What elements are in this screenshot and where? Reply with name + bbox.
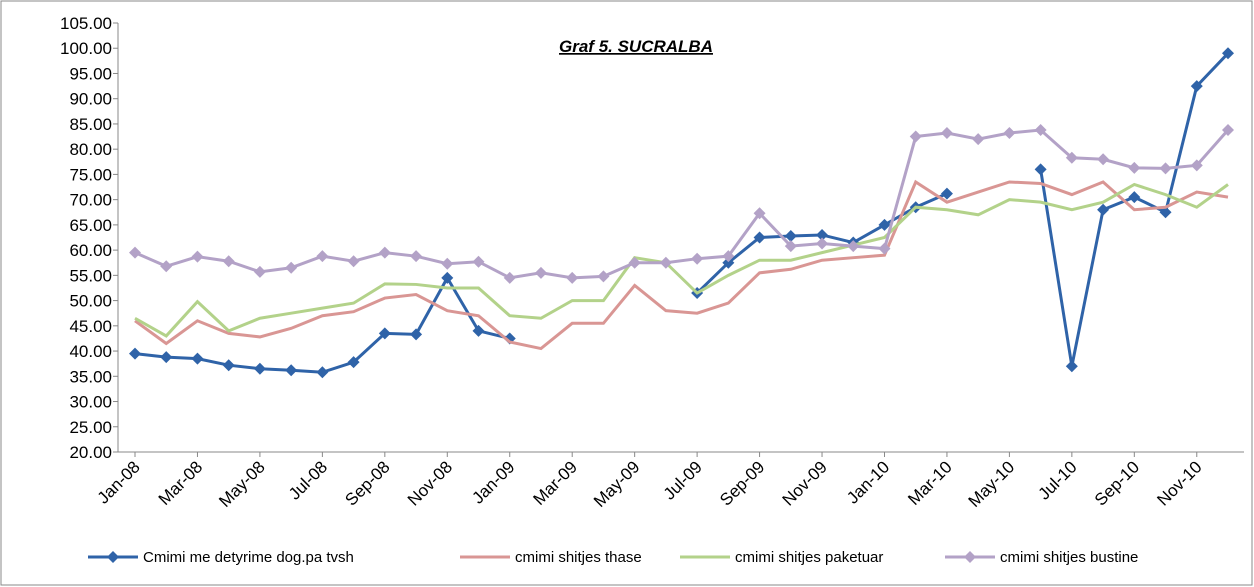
- y-tick-label: 35.00: [69, 367, 112, 386]
- data-marker: [878, 242, 891, 255]
- data-marker: [878, 218, 891, 231]
- data-marker: [316, 366, 329, 379]
- data-marker: [1128, 191, 1141, 204]
- y-tick-label: 45.00: [69, 317, 112, 336]
- data-marker: [847, 240, 860, 253]
- data-marker: [784, 240, 797, 253]
- data-marker: [753, 207, 766, 220]
- data-marker: [909, 130, 922, 143]
- data-marker: [1034, 163, 1047, 176]
- data-marker: [410, 250, 423, 263]
- legend-marker: [964, 551, 976, 563]
- chart-title: Graf 5. SUCRALBA: [559, 37, 713, 56]
- data-marker: [503, 271, 516, 284]
- legend-label: cmimi shitjes thase: [515, 549, 642, 566]
- data-marker: [816, 228, 829, 241]
- y-tick-label: 50.00: [69, 292, 112, 311]
- data-marker: [285, 261, 298, 274]
- data-marker: [1222, 47, 1234, 60]
- data-marker: [472, 324, 485, 337]
- data-marker: [534, 266, 547, 279]
- y-tick-label: 95.00: [69, 64, 112, 83]
- series-line: [134, 182, 1229, 338]
- data-marker: [1034, 123, 1047, 136]
- data-marker: [972, 133, 985, 146]
- data-marker: [940, 127, 953, 140]
- data-marker: [597, 270, 610, 283]
- data-marker: [1159, 162, 1172, 175]
- data-marker: [160, 260, 173, 273]
- y-tick-label: 80.00: [69, 140, 112, 159]
- data-marker: [191, 250, 204, 263]
- data-marker: [1065, 151, 1078, 164]
- data-marker: [940, 187, 953, 200]
- series-line: [134, 128, 1230, 280]
- data-marker: [1097, 203, 1110, 216]
- legend-item: cmimi shitjes thase: [460, 549, 642, 566]
- data-marker: [659, 256, 672, 269]
- y-tick-label: 60.00: [69, 241, 112, 260]
- data-marker: [253, 362, 266, 375]
- data-marker: [160, 351, 173, 364]
- data-marker: [285, 364, 298, 377]
- data-marker: [691, 252, 704, 265]
- data-marker: [410, 328, 423, 341]
- y-tick-label: 85.00: [69, 115, 112, 134]
- data-marker: [1128, 161, 1141, 174]
- y-tick-label: 20.00: [69, 443, 112, 462]
- legend-label: cmimi shitjes bustine: [1000, 549, 1138, 566]
- data-marker: [441, 271, 454, 284]
- data-marker: [378, 246, 391, 259]
- data-marker: [347, 356, 360, 369]
- data-marker: [816, 237, 829, 250]
- data-marker: [1190, 159, 1203, 172]
- data-marker: [253, 265, 266, 278]
- data-marker: [753, 231, 766, 244]
- data-marker: [722, 250, 735, 263]
- data-marker: [316, 250, 329, 263]
- data-marker: [722, 256, 735, 269]
- data-marker: [1003, 127, 1016, 140]
- legend-marker: [107, 551, 119, 563]
- data-marker: [347, 255, 360, 268]
- data-marker: [628, 256, 641, 269]
- data-marker: [784, 229, 797, 242]
- y-tick-label: 30.00: [69, 393, 112, 412]
- data-marker: [441, 257, 454, 270]
- y-tick-label: 25.00: [69, 418, 112, 437]
- data-marker: [566, 271, 579, 284]
- data-marker: [472, 255, 485, 268]
- y-tick-label: 65.00: [69, 216, 112, 235]
- y-tick-label: 100.00: [60, 39, 112, 58]
- legend-item: Cmimi me detyrime dog.pa tvsh: [88, 549, 354, 566]
- data-marker: [1159, 206, 1172, 219]
- data-marker: [1097, 153, 1110, 166]
- data-marker: [222, 255, 235, 268]
- series-line: [134, 179, 1229, 351]
- legend-label: cmimi shitjes paketuar: [735, 549, 883, 566]
- data-marker: [1190, 80, 1203, 93]
- data-marker: [129, 347, 141, 360]
- data-marker: [222, 359, 235, 372]
- y-tick-label: 70.00: [69, 191, 112, 210]
- data-marker: [1065, 360, 1078, 373]
- data-marker: [129, 246, 141, 259]
- legend-label: Cmimi me detyrime dog.pa tvsh: [143, 549, 354, 566]
- y-tick-label: 55.00: [69, 266, 112, 285]
- legend-item: cmimi shitjes paketuar: [680, 549, 883, 566]
- y-tick-label: 90.00: [69, 90, 112, 109]
- legend-item: cmimi shitjes bustine: [945, 549, 1138, 566]
- y-tick-label: 75.00: [69, 165, 112, 184]
- data-marker: [1222, 123, 1234, 136]
- y-tick-label: 105.00: [60, 14, 112, 33]
- y-tick-label: 40.00: [69, 342, 112, 361]
- data-marker: [191, 352, 204, 365]
- data-marker: [378, 327, 391, 340]
